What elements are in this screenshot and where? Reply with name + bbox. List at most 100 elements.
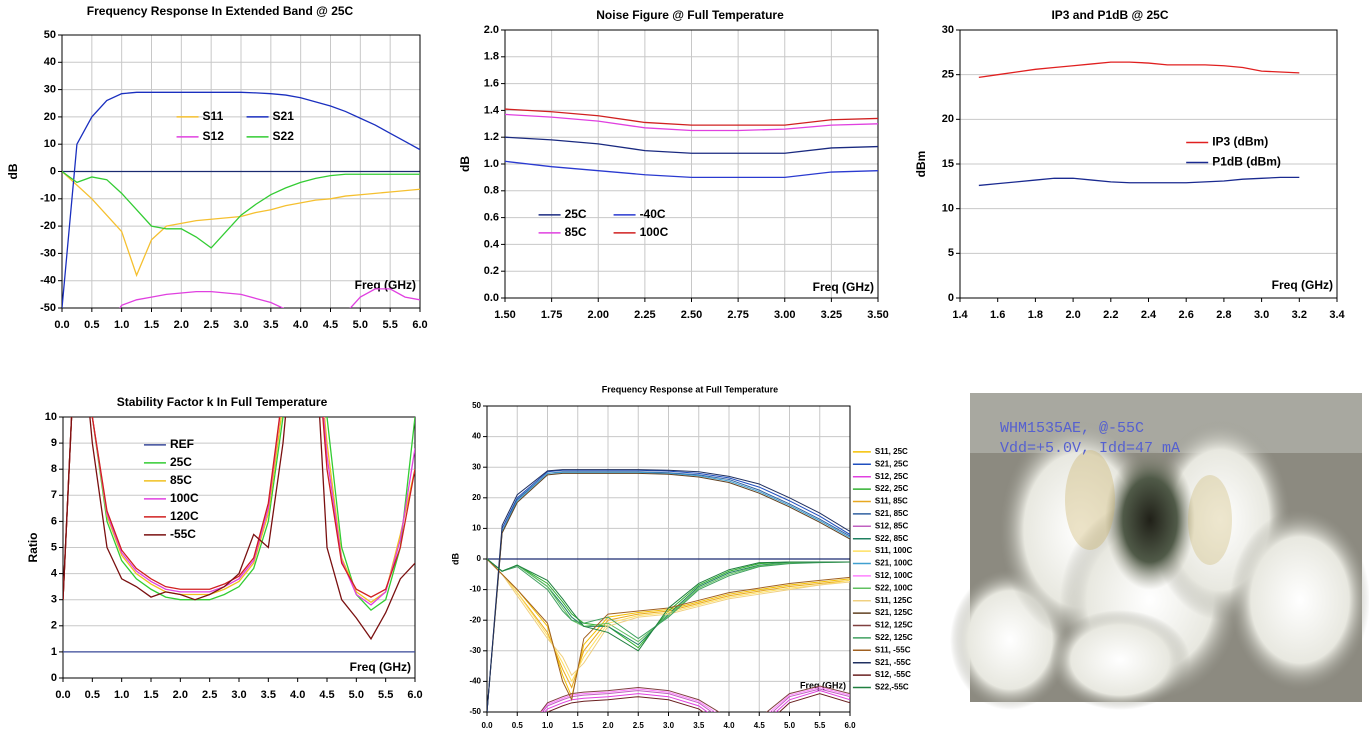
legend-label: S21, 100C (875, 559, 913, 568)
chart-panel: -50 -40 -30 -20 -10 0 10 20 30 40 50 0.0 0.5 1.0 1.5 2.… (6, 4, 427, 331)
x-tick-label: 2.0 (1065, 309, 1080, 321)
x-tick-label: 4.5 (754, 721, 766, 730)
y-tick-label: 0 (948, 292, 954, 304)
series-line (487, 558, 850, 689)
x-tick-label: 2.50 (681, 309, 702, 321)
y-tick-label: 1.0 (484, 158, 499, 170)
y-tick-label: 40 (44, 56, 56, 68)
x-tick-label: 3.50 (867, 309, 888, 321)
x-tick-label: 3.5 (693, 721, 705, 730)
legend-label: S12, 100C (875, 571, 913, 580)
x-axis-label: Freq (GHz) (800, 680, 846, 690)
photo: WHM1535AE, @-55C Vdd=+5.0V, Idd=47 mA (950, 393, 1369, 710)
series-line (63, 417, 415, 600)
y-tick-label: -30 (469, 646, 481, 655)
x-tick-label: 6.0 (412, 319, 427, 331)
legend-label: -55C (170, 527, 196, 541)
y-tick-label: 20 (472, 493, 481, 502)
series-line (487, 469, 850, 712)
legend-label: S21, 25C (875, 459, 909, 468)
legend-label: S22, 25C (875, 484, 909, 493)
chart-title: Noise Figure @ Full Temperature (596, 8, 784, 22)
x-tick-label: 2.00 (588, 309, 609, 321)
series-line (487, 558, 850, 683)
y-tick-label: 1.6 (484, 78, 499, 90)
x-tick-label: 1.50 (494, 309, 515, 321)
y-axis-label: Ratio (26, 533, 40, 563)
series-line (505, 108, 878, 126)
x-tick-label: 1.5 (572, 721, 584, 730)
series-line (540, 687, 850, 712)
y-tick-label: 10 (45, 411, 57, 423)
y-tick-label: 0 (477, 554, 482, 563)
legend-label: S12, 85C (875, 521, 909, 530)
x-tick-label: 1.0 (114, 689, 129, 701)
x-tick-label: 2.0 (602, 721, 614, 730)
plot-border (959, 29, 1338, 299)
legend-label: S11, 125C (875, 596, 913, 605)
y-tick-label: -20 (40, 220, 56, 232)
x-tick-label: 1.4 (952, 309, 968, 321)
x-tick-label: 1.0 (542, 721, 554, 730)
x-tick-label: 2.5 (204, 319, 219, 331)
series-line (505, 160, 878, 179)
x-tick-label: 2.0 (173, 689, 188, 701)
x-tick-label: 0.5 (84, 319, 99, 331)
y-tick-label: 30 (472, 462, 481, 471)
y-tick-label: 0.6 (484, 212, 499, 224)
legend-label: 85C (170, 473, 192, 487)
series-line (487, 558, 850, 640)
y-tick-label: 5 (51, 541, 57, 553)
y-tick-label: 1.2 (484, 131, 499, 143)
series-line (487, 471, 850, 712)
y-tick-label: 10 (44, 138, 56, 150)
legend-label: 25C (565, 207, 587, 221)
y-tick-label: 40 (472, 432, 481, 441)
legend-label: S22,-55C (875, 683, 909, 692)
y-tick-label: 9 (51, 437, 57, 449)
y-tick-label: -10 (469, 585, 481, 594)
x-tick-label: 2.4 (1141, 309, 1157, 321)
series-line (487, 558, 850, 702)
x-tick-label: 3.0 (233, 319, 248, 331)
chart-panel: 0 1 2 3 4 5 6 7 8 9 10 0.0 0.5 1.0 1.5 2.0 2.5 3.0 3.5 4.0 4… (26, 395, 422, 701)
x-tick-label: 3.0 (231, 689, 246, 701)
x-tick-label: 4.5 (319, 689, 334, 701)
x-tick-label: 2.0 (174, 319, 189, 331)
chart-title: Frequency Response at Full Temperature (602, 384, 778, 394)
y-tick-label: 2.0 (484, 24, 499, 36)
y-tick-label: -10 (40, 193, 56, 205)
series-line (539, 685, 850, 712)
x-tick-label: 4.0 (723, 721, 735, 730)
legend-label: S22, 85C (875, 534, 909, 543)
y-tick-label: 0.0 (484, 292, 499, 304)
x-tick-label: 3.2 (1292, 309, 1307, 321)
chart-panel: 0.0 0.2 0.4 0.6 0.8 1.0 1.2 1.4 1.6 1.8 2.0 1.50 1.7… (458, 8, 889, 321)
legend-label: S22, 125C (875, 633, 913, 642)
series-line (487, 558, 850, 677)
y-tick-label: 30 (942, 24, 954, 36)
legend-label: -40C (640, 207, 666, 221)
series-line (487, 558, 850, 643)
plot-border (62, 416, 416, 679)
x-tick-label: 3.0 (663, 721, 675, 730)
y-tick-label: 30 (44, 84, 56, 96)
x-tick-label: 2.2 (1103, 309, 1118, 321)
legend-label: P1dB (dBm) (1212, 155, 1281, 169)
x-tick-label: 5.0 (784, 721, 796, 730)
legend-label: S12, -55C (875, 670, 911, 679)
series-line (62, 171, 420, 278)
x-axis-label: Freq (GHz) (813, 280, 874, 294)
y-tick-label: -30 (40, 247, 56, 259)
x-tick-label: 3.0 (1254, 309, 1269, 321)
y-tick-label: 15 (942, 158, 954, 170)
y-tick-label: 50 (44, 29, 56, 41)
x-tick-label: 5.5 (814, 721, 826, 730)
x-tick-label: 1.0 (114, 319, 129, 331)
series-line (487, 469, 850, 712)
legend-label: REF (170, 437, 194, 451)
x-tick-label: 1.75 (541, 309, 562, 321)
chart-title: Frequency Response In Extended Band @ 25… (87, 4, 354, 18)
legend-label: 100C (640, 225, 669, 239)
